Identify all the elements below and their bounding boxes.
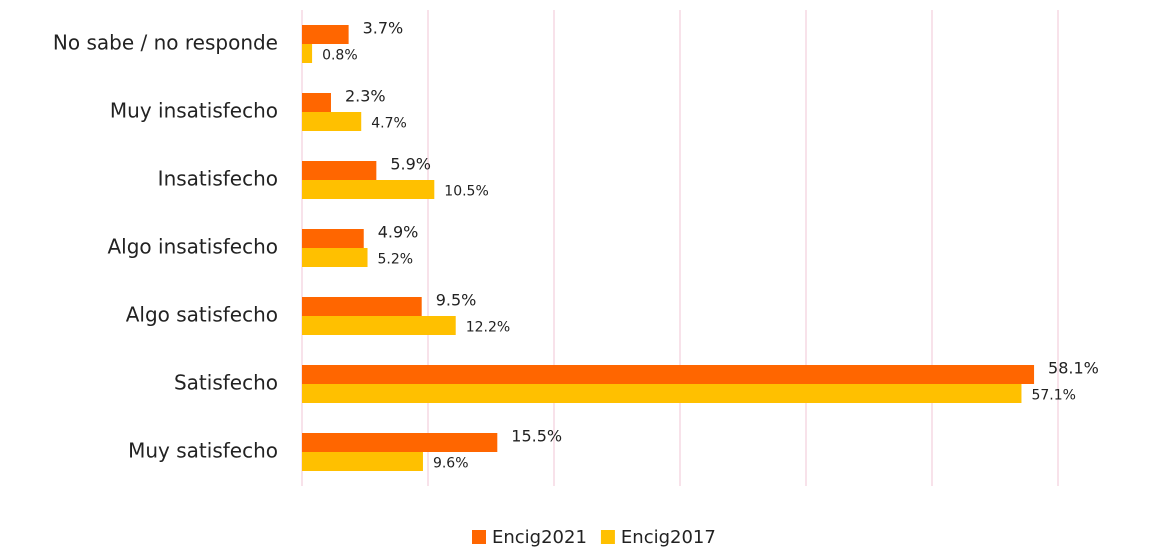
value-label: 12.2%	[466, 319, 510, 335]
value-label: 9.5%	[436, 290, 477, 309]
value-label: 2.3%	[345, 86, 386, 105]
category-label: Algo satisfecho	[126, 303, 278, 327]
value-label: 10.5%	[444, 183, 488, 199]
bar	[302, 112, 362, 131]
value-label: 58.1%	[1048, 358, 1099, 377]
value-label: 4.9%	[378, 222, 419, 241]
value-label: 3.7%	[363, 18, 404, 37]
value-label: 15.5%	[511, 426, 562, 445]
value-label: 5.2%	[378, 251, 414, 267]
category-label: Satisfecho	[174, 371, 278, 395]
bar	[302, 44, 313, 63]
bar	[302, 93, 331, 112]
bar	[302, 316, 456, 335]
bar	[302, 452, 423, 471]
value-label: 4.7%	[371, 115, 407, 131]
bar	[302, 248, 368, 267]
bar	[302, 297, 422, 316]
bar	[302, 161, 377, 180]
bar	[302, 25, 349, 44]
category-label: Muy insatisfecho	[110, 99, 278, 123]
legend-label: Encig2021	[492, 527, 587, 548]
legend-swatch	[472, 530, 486, 544]
bar	[302, 384, 1022, 403]
bar	[302, 229, 364, 248]
value-label: 5.9%	[390, 154, 431, 173]
legend-label: Encig2017	[621, 527, 716, 548]
bar	[302, 180, 435, 199]
category-label: Muy satisfecho	[128, 439, 278, 463]
bar	[302, 433, 498, 452]
category-label: No sabe / no responde	[53, 31, 278, 55]
bar	[302, 365, 1035, 384]
value-label: 57.1%	[1031, 387, 1075, 403]
value-label: 9.6%	[433, 455, 469, 471]
legend-swatch	[600, 530, 615, 544]
value-label: 0.8%	[322, 47, 358, 63]
category-label: Insatisfecho	[158, 167, 278, 191]
category-label: Algo insatisfecho	[107, 235, 278, 259]
